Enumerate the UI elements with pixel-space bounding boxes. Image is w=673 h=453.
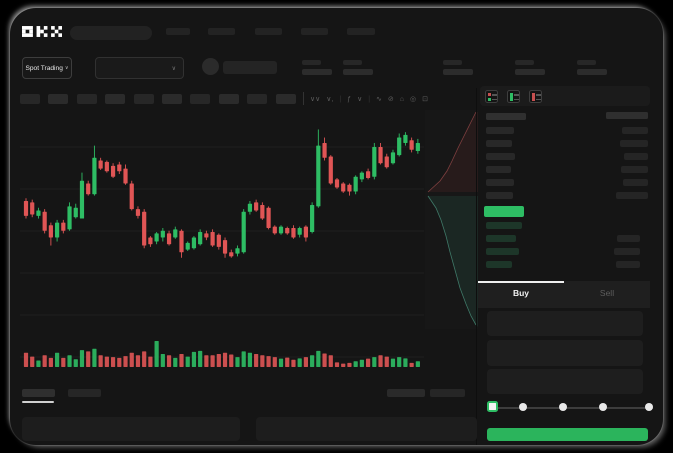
ticker-stat-label <box>443 60 462 65</box>
slider-stop-dot[interactable] <box>599 403 607 411</box>
toolbar-presets <box>20 94 296 104</box>
pair-dropdown[interactable]: ∨ <box>95 57 184 79</box>
ticker-stat-value <box>343 69 373 75</box>
interval-preset-button[interactable] <box>48 94 68 104</box>
line-type-icon[interactable]: ∨∨ <box>310 95 321 103</box>
interval-preset-button[interactable] <box>162 94 182 104</box>
book-asks-only-icon[interactable] <box>529 90 542 103</box>
top-nav-item[interactable] <box>301 28 328 35</box>
ticker-stat-label <box>302 60 321 65</box>
okx-logo[interactable] <box>22 26 62 37</box>
brush-icon[interactable]: ⊘ <box>387 95 394 103</box>
camera-icon[interactable]: ⌂ <box>399 95 404 103</box>
bid-price-bar[interactable] <box>486 235 516 242</box>
interval-preset-button[interactable] <box>20 94 40 104</box>
chevron-down-icon: ∨ <box>171 65 176 72</box>
orderbook-amount-header <box>606 112 648 119</box>
market-mode-label: Spot Trading <box>25 64 63 72</box>
interval-preset-button[interactable] <box>247 94 267 104</box>
ask-amount-bar[interactable] <box>621 166 648 173</box>
divider: | <box>339 95 342 103</box>
top-nav-item[interactable] <box>255 28 282 35</box>
top-nav-item[interactable] <box>347 28 375 35</box>
chart-tool-icons: ∨∨ ∨, | ƒ ∨ | ∿ ⊘ ⌂ ◎ ⊡ <box>310 93 428 105</box>
order-price-field[interactable] <box>487 311 643 336</box>
orders-tab-active[interactable] <box>22 389 55 397</box>
interval-preset-button[interactable] <box>134 94 154 104</box>
bottom-right-action-2[interactable] <box>430 389 465 397</box>
ask-price-bar[interactable] <box>486 153 515 160</box>
indicator-dropdown-icon[interactable]: ∨ <box>357 95 363 103</box>
interval-preset-button[interactable] <box>190 94 210 104</box>
active-tab-indicator <box>478 281 564 283</box>
ask-price-bar[interactable] <box>486 140 512 147</box>
ask-amount-bar[interactable] <box>622 127 648 134</box>
amount-slider-track[interactable] <box>492 407 653 409</box>
ticker-stat-label <box>343 60 362 65</box>
ticker-stat-value <box>443 69 473 75</box>
slider-stop-dot[interactable] <box>519 403 527 411</box>
chevron-down-icon: ∨ <box>64 65 69 71</box>
tab-buy[interactable]: Buy <box>512 288 530 298</box>
fullscreen-icon[interactable]: ⊡ <box>422 95 428 103</box>
orderbook-price-header <box>486 113 526 120</box>
history-tab[interactable] <box>68 389 101 397</box>
candlestick-chart[interactable] <box>18 108 425 380</box>
pair-name-placeholder <box>223 61 277 74</box>
ask-price-bar[interactable] <box>486 192 513 199</box>
ask-price-bar[interactable] <box>486 179 514 186</box>
book-combined-icon[interactable] <box>485 90 498 103</box>
global-search-input[interactable] <box>70 26 152 40</box>
ticker-stat-value <box>302 69 332 75</box>
slider-stop-dot[interactable] <box>559 403 567 411</box>
pair-logo-avatar <box>202 58 219 75</box>
order-amount-field[interactable] <box>487 340 643 366</box>
buy-submit-button[interactable] <box>487 428 648 441</box>
interval-preset-button[interactable] <box>105 94 125 104</box>
panel-divider <box>476 88 477 445</box>
bid-price-bar[interactable] <box>486 248 519 255</box>
order-total-field[interactable] <box>487 369 643 394</box>
interval-dropdown-icon[interactable]: ∨, <box>326 95 334 103</box>
depth-chart <box>427 111 478 327</box>
ticker-stat-value <box>515 69 545 75</box>
market-mode-selector[interactable]: Spot Trading ∨ <box>22 57 72 79</box>
top-nav-item[interactable] <box>208 28 235 35</box>
top-nav-item[interactable] <box>166 28 190 35</box>
tab-sell[interactable]: Sell <box>599 288 615 298</box>
bid-amount-bar[interactable] <box>617 235 640 242</box>
ask-amount-bar[interactable] <box>623 179 648 186</box>
bottom-tab-indicator <box>22 401 54 403</box>
orderbook-header-band <box>480 86 650 106</box>
interval-preset-button[interactable] <box>276 94 296 104</box>
ask-amount-bar[interactable] <box>624 153 648 160</box>
ticker-stat-label <box>515 60 534 65</box>
bid-price-bar[interactable] <box>486 222 522 229</box>
settings-icon[interactable]: ◎ <box>410 95 417 103</box>
ask-price-bar[interactable] <box>486 127 514 134</box>
buy-sell-tabbar: Buy Sell <box>478 281 650 308</box>
book-bids-only-icon[interactable] <box>507 90 520 103</box>
ticker-stat-value <box>577 69 607 75</box>
bid-amount-bar[interactable] <box>614 248 640 255</box>
indicators-icon[interactable]: ƒ <box>347 95 352 103</box>
toolbar-divider <box>303 92 304 105</box>
amount-slider-handle[interactable] <box>487 401 498 412</box>
last-price-badge[interactable] <box>484 206 524 217</box>
app-window: Spot Trading ∨ ∨ ∨∨ ∨, | ƒ ∨ | ∿ ⊘ ⌂ ◎ ⊡ Buy Sell <box>10 8 663 445</box>
ask-amount-bar[interactable] <box>620 140 648 147</box>
bid-amount-bar[interactable] <box>616 261 640 268</box>
draw-line-icon[interactable]: ∿ <box>376 95 382 103</box>
ask-amount-bar[interactable] <box>616 192 648 199</box>
ticker-stat-label <box>577 60 596 65</box>
divider: | <box>368 95 371 103</box>
slider-stop-dot[interactable] <box>645 403 653 411</box>
orders-table-placeholder-2 <box>256 417 477 441</box>
interval-preset-button[interactable] <box>77 94 97 104</box>
bid-price-bar[interactable] <box>486 261 512 268</box>
ask-price-bar[interactable] <box>486 166 511 173</box>
interval-preset-button[interactable] <box>219 94 239 104</box>
orders-table-placeholder <box>22 417 240 441</box>
bottom-right-action-1[interactable] <box>387 389 425 397</box>
